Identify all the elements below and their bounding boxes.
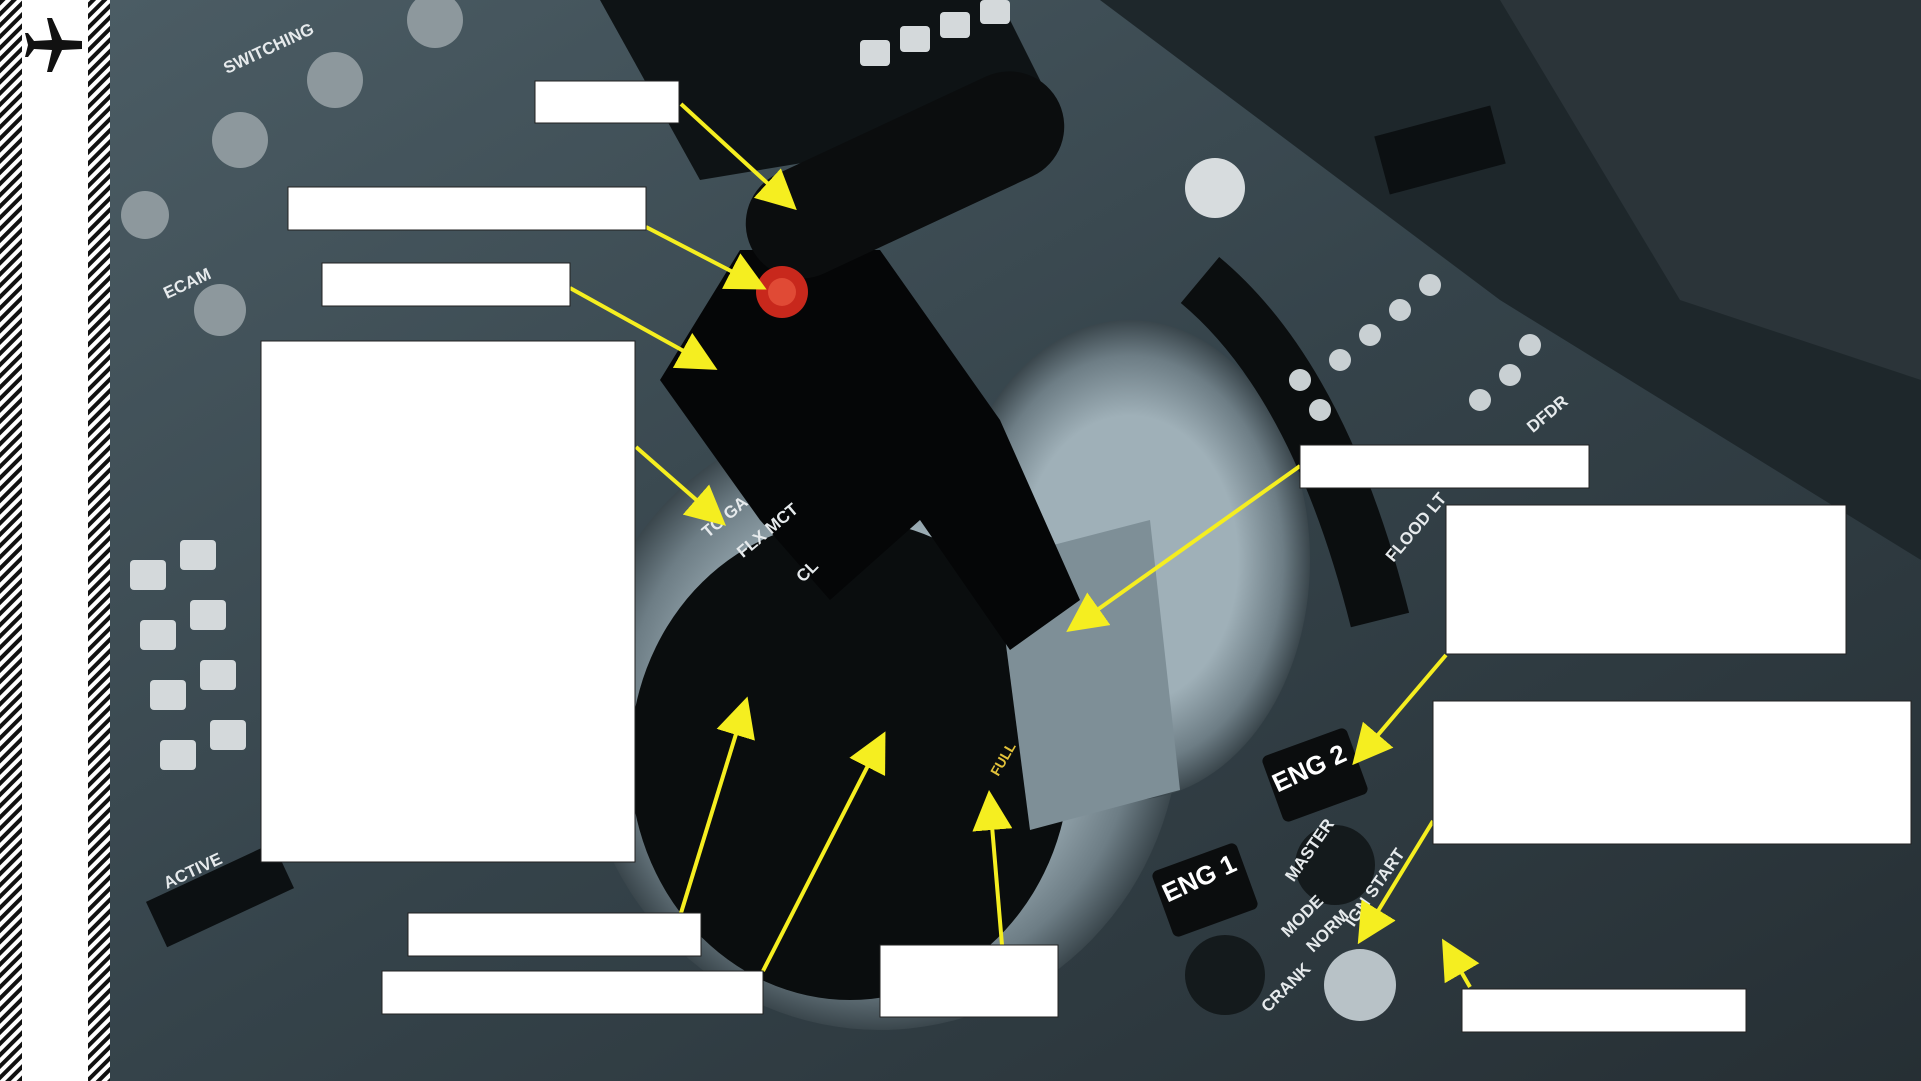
sidebar (0, 0, 110, 1081)
callout-box (260, 340, 636, 863)
callout-box (321, 262, 571, 307)
airplane-icon (25, 18, 82, 72)
callout-box (1299, 444, 1590, 489)
keypad (130, 0, 1010, 770)
callout-box (1461, 988, 1747, 1033)
callout-box (287, 186, 647, 231)
callout-box (1432, 700, 1912, 845)
callout-box (879, 944, 1059, 1018)
callout-box (407, 912, 702, 957)
callout-boxes (260, 80, 1912, 1033)
callout-arrows (569, 102, 1480, 989)
callout-box (534, 80, 680, 124)
pushbuttons (1289, 274, 1541, 421)
callout-box (381, 970, 764, 1015)
callout-box (1445, 504, 1847, 655)
